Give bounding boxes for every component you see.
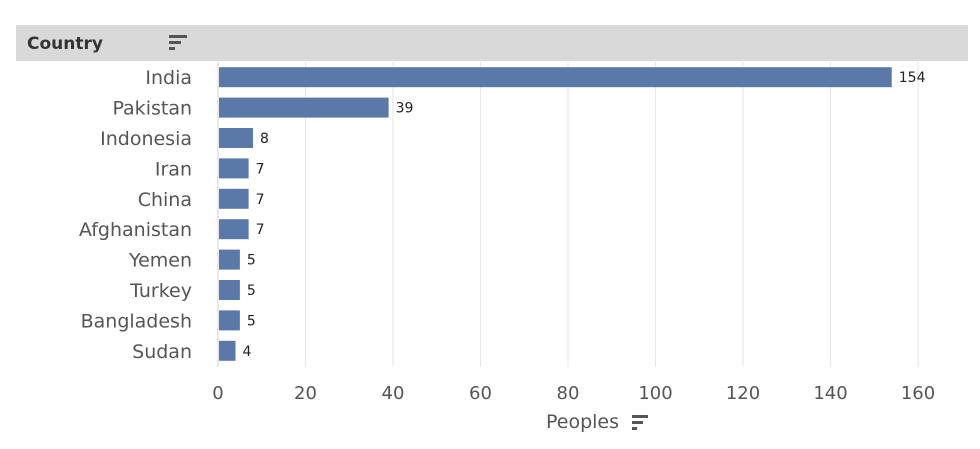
category-label: Indonesia xyxy=(100,128,192,150)
category-label: Yemen xyxy=(128,250,192,272)
data-label: 39 xyxy=(396,101,414,117)
bar-sudan[interactable] xyxy=(219,340,236,361)
x-tick-label: 100 xyxy=(638,383,672,404)
x-tick-label: 0 xyxy=(212,383,223,404)
x-tick-label: 160 xyxy=(901,383,935,404)
category-label: China xyxy=(138,189,192,211)
gridlines xyxy=(217,62,919,367)
x-tick-label: 140 xyxy=(813,383,847,404)
bar-iran[interactable] xyxy=(219,158,249,179)
bar-yemen[interactable] xyxy=(219,249,240,270)
bar-turkey[interactable] xyxy=(219,280,240,300)
x-tick-label: 40 xyxy=(382,383,405,404)
data-label: 5 xyxy=(247,313,256,329)
category-label: Iran xyxy=(155,158,192,180)
data-label: 8 xyxy=(260,131,269,147)
category-label: Afghanistan xyxy=(79,219,192,241)
x-tick-label: 60 xyxy=(469,383,492,404)
category-label: Pakistan xyxy=(112,98,192,120)
bar-india[interactable] xyxy=(219,67,892,88)
x-axis-title-group: Peoples xyxy=(546,411,649,435)
bar-indonesia[interactable] xyxy=(219,128,253,148)
data-label: 7 xyxy=(256,192,265,208)
x-tick-label: 120 xyxy=(726,383,760,404)
data-label: 154 xyxy=(899,70,926,86)
column-header-label: Country xyxy=(27,34,103,54)
x-tick-label: 80 xyxy=(557,383,580,404)
category-label: Bangladesh xyxy=(81,310,192,332)
category-label: Turkey xyxy=(129,280,192,302)
x-axis-title: Peoples xyxy=(546,411,620,433)
data-label: 7 xyxy=(256,222,265,238)
bar-afghanistan[interactable] xyxy=(219,219,249,240)
data-label: 4 xyxy=(243,344,252,360)
sort-descending-icon[interactable] xyxy=(632,415,649,433)
data-label: 5 xyxy=(247,253,256,269)
category-label: India xyxy=(145,67,192,89)
data-label: 5 xyxy=(247,283,256,299)
sort-descending-icon[interactable] xyxy=(169,35,187,53)
x-axis-ticks: 0 20 40 60 80 100 120 140 160 xyxy=(212,383,935,404)
column-header: Country xyxy=(16,25,968,61)
bar-china[interactable] xyxy=(219,188,249,209)
bar-pakistan[interactable] xyxy=(219,97,389,118)
bar-bangladesh[interactable] xyxy=(219,310,240,331)
category-labels: India Pakistan Indonesia Iran China Afghanist… xyxy=(79,67,192,363)
bars xyxy=(219,67,892,361)
data-label: 7 xyxy=(256,161,265,177)
category-label: Sudan xyxy=(132,341,192,363)
x-tick-label: 20 xyxy=(294,383,317,404)
